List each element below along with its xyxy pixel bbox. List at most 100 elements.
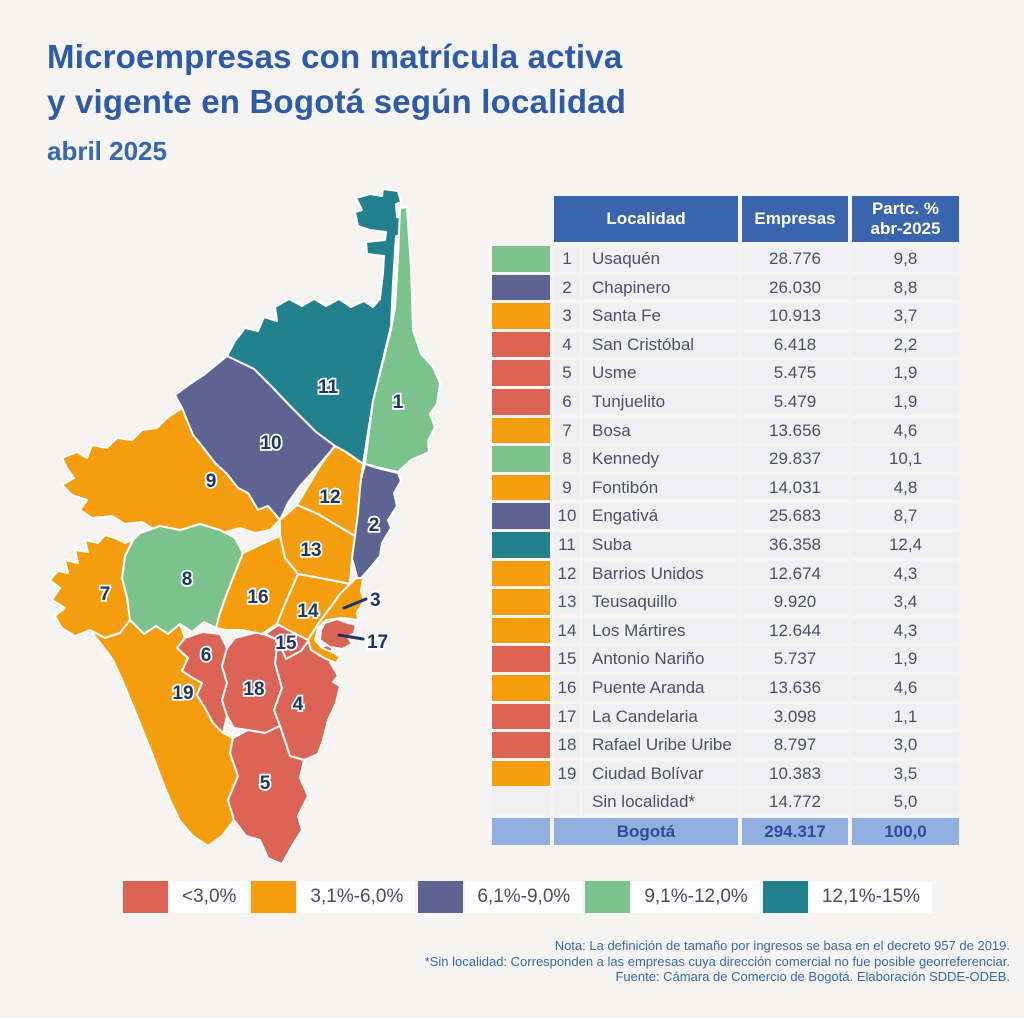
row-locality-name: Usaquén (582, 246, 738, 272)
row-empresas-value: 25.683 (742, 503, 848, 529)
total-name: Bogotá (554, 817, 738, 845)
map-label-san-cristobal: 4 (293, 694, 304, 715)
row-color-swatch (492, 360, 550, 386)
row-pct-value: 1,1 (852, 703, 959, 730)
table-row: 12 Barrios Unidos 12.674 4,3 (492, 560, 959, 587)
page-subtitle: abril 2025 (47, 136, 167, 166)
table-row: 11 Suba 36.358 12,4 (492, 531, 959, 558)
row-locality-cell: 11 Suba (554, 531, 738, 558)
row-color-swatch (492, 503, 550, 529)
title-block: Microempresas con matrícula activa y vig… (47, 34, 626, 167)
color-legend: <3,0% 3,1%-6,0% 6,1%-9,0% 9,1%-12,0% 12,… (123, 881, 933, 913)
row-color-swatch (492, 674, 550, 701)
row-locality-name: Sin localidad* (582, 789, 738, 815)
pointer-line-la-candelaria (337, 633, 365, 641)
table-header-partc: Partc. % abr-2025 (852, 196, 959, 242)
row-locality-name: Puente Aranda (582, 674, 738, 701)
map-label-antonio-narino: 15 (275, 633, 297, 654)
row-locality-name: La Candelaria (582, 703, 738, 730)
table-row: 3 Santa Fe 10.913 3,7 (492, 303, 959, 329)
legend-item: <3,0% (123, 881, 249, 913)
row-color-swatch (492, 589, 550, 615)
row-empresas-value: 10.383 (742, 760, 848, 787)
row-color-swatch (492, 732, 550, 758)
row-number: 3 (554, 303, 580, 329)
row-pct-value: 12,4 (852, 531, 959, 558)
legend-item: 12,1%-15% (762, 881, 933, 913)
table-row: 5 Usme 5.475 1,9 (492, 360, 959, 386)
row-color-swatch (492, 331, 550, 358)
legend-item: 3,1%-6,0% (251, 881, 416, 913)
total-pct: 100,0 (852, 817, 959, 845)
row-empresas-value: 8.797 (742, 732, 848, 758)
table-row: 19 Ciudad Bolívar 10.383 3,5 (492, 760, 959, 787)
row-locality-name: Suba (582, 531, 738, 558)
row-locality-cell: 8 Kennedy (554, 446, 738, 472)
table-header-localidad: Localidad (554, 196, 738, 242)
row-pct-value: 3,4 (852, 589, 959, 615)
map-label-usaquen: 1 (393, 392, 404, 413)
footer-note-3: Fuente: Cámara de Comercio de Bogotá. El… (615, 969, 1010, 984)
row-pct-value: 1,9 (852, 388, 959, 415)
map-label-rafael-uribe: 18 (243, 679, 264, 700)
map-label-teusaquillo: 13 (300, 540, 321, 561)
table-row: 9 Fontibón 14.031 4,8 (492, 474, 959, 501)
row-locality-cell: 15 Antonio Nariño (554, 646, 738, 672)
table-header-partc-line2: abr-2025 (870, 219, 941, 238)
pointer-line-santa-fe (342, 597, 368, 610)
row-pct-value: 8,8 (852, 274, 959, 301)
map-label-kennedy: 8 (182, 569, 193, 590)
row-locality-name: Santa Fe (582, 303, 738, 329)
row-locality-name: Engativá (582, 503, 738, 529)
row-pct-value: 4,8 (852, 474, 959, 501)
legend-item: 9,1%-12,0% (585, 881, 760, 913)
row-pct-value: 3,5 (852, 760, 959, 787)
table-header-empresas: Empresas (742, 196, 848, 242)
table-header-swatch-spacer (492, 196, 550, 242)
table-row: 13 Teusaquillo 9.920 3,4 (492, 589, 959, 615)
table-row: 16 Puente Aranda 13.636 4,6 (492, 674, 959, 701)
region-usme (227, 725, 309, 865)
region-usaquen (364, 206, 441, 473)
map-label-tunjuelito: 6 (201, 645, 212, 666)
row-color-swatch (492, 446, 550, 472)
row-locality-name: Bosa (582, 417, 738, 444)
row-empresas-value: 14.772 (742, 789, 848, 815)
localities-table: Localidad Empresas Partc. % abr-2025 1 U… (492, 196, 959, 848)
map-label-suba: 11 (318, 377, 339, 398)
row-locality-cell: 17 La Candelaria (554, 703, 738, 730)
row-number: 11 (554, 531, 580, 558)
row-empresas-value: 36.358 (742, 531, 848, 558)
table-body: 1 Usaquén 28.776 9,8 2 Chapinero 26.030 … (492, 246, 959, 815)
row-number: 7 (554, 417, 580, 444)
row-pct-value: 3,0 (852, 732, 959, 758)
row-color-swatch (492, 417, 550, 444)
row-locality-cell: 10 Engativá (554, 503, 738, 529)
map-label-la-candelaria: 17 (367, 632, 388, 653)
row-locality-cell: 1 Usaquén (554, 246, 738, 272)
legend-swatch-purple (418, 881, 464, 913)
row-number: 16 (554, 674, 580, 701)
row-number: 18 (554, 732, 580, 758)
legend-swatch-orange (251, 881, 297, 913)
row-locality-name: Tunjuelito (582, 388, 738, 415)
table-header-partc-line1: Partc. % (871, 199, 940, 218)
row-pct-value: 3,7 (852, 303, 959, 329)
table-row: Sin localidad* 14.772 5,0 (492, 789, 959, 815)
row-number: 9 (554, 474, 580, 501)
table-header-row: Localidad Empresas Partc. % abr-2025 (492, 196, 959, 242)
table-row: 18 Rafael Uribe Uribe 8.797 3,0 (492, 732, 959, 758)
map-label-barrios-unidos: 12 (319, 487, 340, 508)
table-row: 1 Usaquén 28.776 9,8 (492, 246, 959, 272)
row-empresas-value: 10.913 (742, 303, 848, 329)
map-label-santa-fe: 3 (370, 590, 381, 611)
row-number (554, 789, 580, 815)
row-pct-value: 9,8 (852, 246, 959, 272)
region-fontibon (61, 407, 281, 534)
row-locality-cell: 4 San Cristóbal (554, 331, 738, 358)
table-row: 4 San Cristóbal 6.418 2,2 (492, 331, 959, 358)
table-row: 10 Engativá 25.683 8,7 (492, 503, 959, 529)
row-locality-cell: 5 Usme (554, 360, 738, 386)
row-number: 4 (554, 331, 580, 358)
